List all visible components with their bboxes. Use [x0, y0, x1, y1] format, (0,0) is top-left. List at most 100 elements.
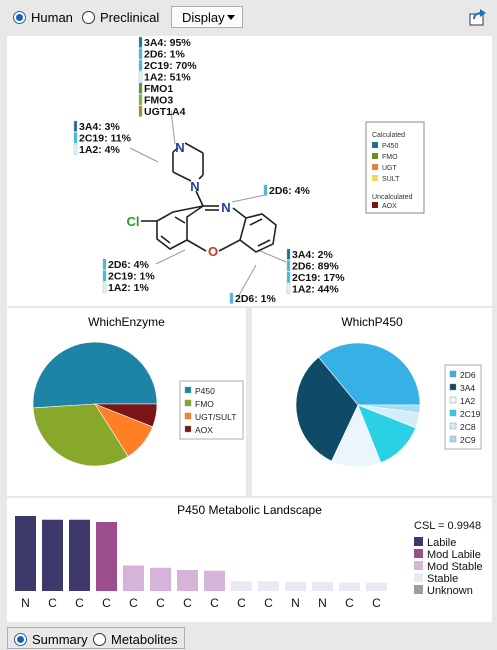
pie-slice-aox — [94, 403, 158, 428]
site-label-text: 2D6: 4% — [108, 259, 150, 271]
legend-swatch — [184, 399, 192, 407]
legend-swatch — [414, 549, 423, 558]
display-label: Display — [182, 9, 225, 25]
legend-swatch — [414, 561, 423, 570]
site-label-text: 2C19: 1% — [108, 271, 155, 283]
legend-swatch — [414, 573, 423, 582]
radio-selected-icon — [14, 632, 27, 646]
site-label-text: 1A2: 44% — [292, 284, 339, 296]
radio-unselected-icon — [93, 632, 106, 646]
legend-swatch — [184, 386, 192, 394]
legend-item-label: 3A4 — [460, 383, 475, 393]
site-label-text: FMO3 — [144, 95, 173, 107]
site-label-swatch — [102, 281, 107, 293]
legend-item-label: Labile — [427, 537, 456, 549]
legend-item-label: 2C8 — [460, 422, 476, 432]
legend-swatch — [414, 537, 423, 546]
radio-human[interactable]: Human — [13, 8, 73, 26]
site-label-text: 1A2: 51% — [144, 72, 191, 84]
site-labels: 3A4: 95%2D6: 1%2C19: 70%1A2: 51%FMO1FMO3… — [73, 36, 345, 305]
landscape-tick-label: N — [318, 596, 327, 610]
tab-metabolites[interactable]: Metabolites — [93, 630, 177, 648]
landscape-bar — [339, 582, 360, 591]
legend-item-label: UGT/SULT — [195, 412, 236, 422]
site-label-swatch — [138, 59, 143, 71]
legend-item-label: 2C19 — [460, 409, 481, 419]
landscape-tick-label: C — [210, 596, 219, 610]
pie-legend — [444, 364, 482, 450]
which-p450-title: WhichP450 — [341, 315, 403, 329]
site-label-swatch — [138, 36, 143, 48]
site-label-swatch — [138, 71, 143, 83]
pie-slice-3a4 — [295, 356, 359, 462]
tab-summary[interactable]: Summary — [14, 630, 88, 648]
landscape-tick-label: C — [183, 596, 192, 610]
landscape-bar — [69, 519, 90, 591]
legend-item-label: 1A2 — [460, 396, 475, 406]
legend-item-label: 2D6 — [460, 370, 476, 380]
landscape-bar — [96, 522, 117, 591]
legend-swatch — [372, 142, 378, 148]
landscape-tick-label: C — [48, 596, 57, 610]
metabolic-landscape-title: P450 Metabolic Landscape — [177, 503, 322, 517]
legend-calculated-title: Calculated — [372, 132, 405, 139]
atom-o: O — [208, 244, 218, 259]
structure-panel: N N N Cl O 3A4: 95% 2D6: 1% 2C19: 70% 1A2: … — [7, 36, 492, 306]
landscape-tick-label: C — [264, 596, 273, 610]
landscape-bar — [150, 567, 171, 591]
pie-slice-2d6 — [318, 342, 421, 406]
landscape-tick-label: N — [291, 596, 300, 610]
landscape-bar — [312, 582, 333, 591]
legend-item-label: AOX — [195, 425, 213, 435]
legend-swatch — [184, 412, 192, 420]
legend-item-label: Mod Stable — [427, 561, 483, 573]
site-label-swatch — [73, 132, 78, 144]
csl-annotation: CSL = 0.9948 — [414, 520, 481, 532]
landscape-bar — [231, 581, 252, 591]
legend-item-label: P450 — [195, 386, 215, 396]
site-label-swatch — [138, 94, 143, 106]
landscape-bar — [15, 516, 36, 591]
site-label-swatch — [73, 143, 78, 155]
legend-swatch — [449, 435, 457, 443]
export-icon — [469, 9, 486, 26]
landscape-tick-label: C — [237, 596, 246, 610]
site-label-text: 3A4: 3% — [79, 121, 121, 133]
landscape-tick-label: N — [21, 596, 30, 610]
site-label-swatch — [263, 184, 268, 196]
site-label-text: 3A4: 95% — [144, 37, 191, 49]
legend-item-label: 2C9 — [460, 435, 476, 445]
atom-n-bottom: N — [190, 179, 199, 194]
landscape-tick-label: C — [156, 596, 165, 610]
site-label-swatch — [102, 258, 107, 270]
site-label-text: 1A2: 4% — [79, 144, 121, 156]
site-label-text: 2C19: 17% — [292, 272, 345, 284]
display-dropdown[interactable]: Display — [171, 6, 243, 28]
site-label-swatch — [138, 105, 143, 117]
site-label-text: 2D6: 4% — [269, 185, 311, 197]
legend-item-label: P450 — [382, 143, 398, 150]
site-label-swatch — [286, 248, 291, 260]
landscape-bar — [204, 570, 225, 591]
site-label-swatch — [286, 260, 291, 272]
site-label-swatch — [138, 48, 143, 60]
landscape-bar — [258, 581, 279, 591]
legend-item-label: UGT — [382, 165, 398, 172]
export-button[interactable] — [468, 7, 488, 27]
radio-unselected-icon — [82, 10, 95, 24]
site-label-text: 2D6: 89% — [292, 261, 339, 273]
legend-item-label: Unknown — [427, 585, 473, 597]
legend-item-label: AOX — [382, 203, 397, 210]
legend-swatch — [372, 175, 378, 181]
radio-preclinical[interactable]: Preclinical — [82, 8, 159, 26]
which-p450-chart: 2D6 3A4 1A2 2C19 2C8 2C9 — [295, 342, 482, 468]
landscape-bar — [285, 582, 306, 591]
radio-selected-icon — [13, 10, 26, 24]
legend-item-label: Mod Labile — [427, 549, 481, 561]
landscape-bar — [366, 582, 387, 591]
pie-slice-2c9 — [357, 404, 421, 414]
landscape-bar — [42, 519, 63, 591]
landscape-bar — [177, 570, 198, 591]
legend-swatch — [449, 409, 457, 417]
legend-item-label: FMO — [382, 154, 398, 161]
